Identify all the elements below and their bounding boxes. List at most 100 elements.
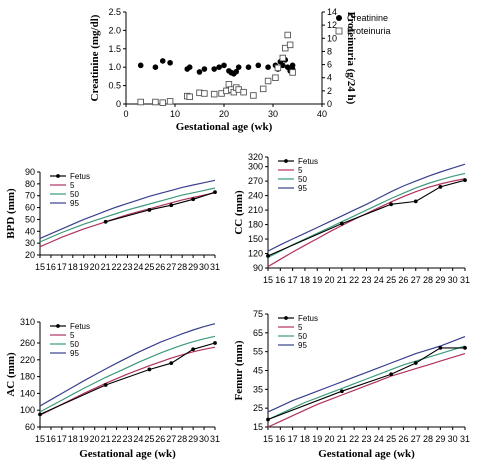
legend-marker-fetus: [56, 324, 60, 328]
y2-tick-label: 12: [327, 20, 337, 30]
y-tick-label: 320: [248, 152, 263, 162]
x-tick-label: 18: [300, 434, 310, 444]
fetus-point: [389, 372, 394, 377]
y-tick-label: 100: [20, 405, 35, 415]
series-line-p95: [39, 323, 216, 407]
fetus-point: [266, 417, 270, 422]
y-tick-label: 25: [253, 403, 263, 413]
x-tick-label: 30: [199, 262, 209, 272]
x-axis-title: Gestational age (wk): [79, 448, 176, 460]
x-tick-label: 18: [68, 262, 78, 272]
legend-label-p5: 5: [70, 331, 75, 340]
fetus-point: [147, 208, 152, 212]
proteinuria-point: [259, 85, 267, 93]
x-tick-label: 20: [90, 262, 100, 272]
y2-tick-label: 0: [327, 99, 332, 109]
y-tick-label: 180: [248, 220, 263, 230]
panel-bpd: 15 16 17 18 19 20 21 22 23 24 25 26 27 28 29 30 31203040…: [5, 167, 220, 272]
x-tick-label: 23: [122, 434, 132, 444]
legend-label-fetus: Fetus: [70, 172, 90, 181]
y-tick-label: 70: [25, 191, 35, 201]
y-tick-label: 2.5: [108, 7, 121, 17]
x-tick-label: 28: [423, 275, 433, 285]
y-tick-label: 55: [253, 347, 263, 357]
x-tick-label: 16: [46, 434, 56, 444]
x-tick-label: 40: [317, 109, 327, 119]
x-tick-label: 16: [46, 262, 56, 272]
x-tick-label: 26: [398, 275, 408, 285]
legend-label-fetus: Fetus: [298, 157, 318, 166]
proteinuria-point: [225, 81, 233, 88]
x-tick-label: 19: [312, 275, 322, 285]
x-tick-label: 29: [435, 275, 445, 285]
x-tick-label: 22: [349, 434, 359, 444]
fetus-point: [169, 361, 174, 366]
y-axis-title: AC (mm): [5, 352, 17, 397]
x-tick-label: 23: [361, 275, 371, 285]
x-tick-label: 15: [263, 275, 273, 285]
x-tick-label: 18: [300, 275, 310, 285]
y-tick-label: 60: [25, 203, 35, 213]
legend-marker-fetus: [284, 159, 288, 163]
y-tick-label: 240: [248, 191, 263, 201]
y2-axis-title: Proteinuria (g/24 h): [345, 12, 357, 105]
x-tick-label: 30: [268, 109, 278, 119]
proteinuria-point: [286, 41, 294, 49]
proteinuria-point: [289, 69, 296, 76]
proteinuria-point: [274, 64, 282, 72]
y-tick-label: 80: [25, 179, 35, 189]
fetus-point: [413, 361, 418, 365]
series-line-p50: [267, 172, 466, 258]
y-tick-label: 120: [248, 249, 263, 259]
x-tick-label: 29: [188, 434, 198, 444]
x-tick-label: 15: [263, 434, 273, 444]
x-tick-label: 31: [210, 262, 220, 272]
x-tick-label: 21: [101, 262, 111, 272]
panel-ac: 15 16 17 18 19 20 21 22 23 24 25 26 27 28 29 30 31 60 100 1…: [5, 317, 220, 460]
x-tick-label: 25: [144, 262, 154, 272]
y-tick-label: 180: [20, 372, 35, 382]
x-tick-label: 30: [199, 434, 209, 444]
x-tick-label: 26: [155, 262, 165, 272]
panel-femur: 15 16 17 18 19 20 21 22 23 24 25 26 27 28 29 30 31152535…: [233, 309, 470, 460]
y-axis-title: Femur (mm): [233, 340, 245, 400]
proteinuria-point: [210, 90, 218, 98]
creatinine-point: [186, 64, 193, 70]
legend-marker-fetus: [56, 174, 60, 178]
series-line-p50: [267, 345, 466, 421]
x-tick-label: 22: [112, 434, 122, 444]
legend-marker-creatinine: [336, 15, 342, 21]
x-tick-label: 21: [337, 275, 347, 285]
x-tick-label: 17: [57, 434, 67, 444]
y-tick-label: 15: [253, 422, 263, 432]
fetus-point: [463, 178, 467, 183]
x-tick-label: 27: [166, 434, 176, 444]
series-line-p50: [39, 187, 216, 243]
creatinine-point: [245, 64, 252, 70]
proteinuria-point: [250, 92, 257, 99]
series-line-fetus: [267, 179, 466, 257]
proteinuria-point: [240, 88, 247, 96]
legend-label-p50: 50: [70, 190, 79, 199]
x-tick-label: 28: [177, 434, 187, 444]
x-tick-label: 26: [155, 434, 165, 444]
y2-tick-label: 4: [327, 73, 332, 83]
creatinine-point: [221, 62, 227, 69]
proteinuria-point: [137, 98, 144, 106]
x-tick-label: 10: [170, 109, 180, 119]
x-tick-label: 16: [275, 275, 285, 285]
series-line-p95: [39, 179, 216, 239]
legend-label-fetus: Fetus: [70, 322, 90, 331]
x-tick-label: 15: [35, 434, 45, 444]
legend-label-p5: 5: [298, 166, 303, 175]
x-tick-label: 25: [144, 434, 154, 444]
creatinine-point: [255, 62, 262, 69]
x-tick-label: 31: [210, 434, 220, 444]
y-axis-title: Creatinine (mg/dl): [89, 14, 101, 101]
legend-label-p95: 95: [70, 199, 79, 208]
creatinine-point: [233, 68, 240, 75]
x-tick-label: 24: [133, 262, 143, 272]
y2-tick-label: 6: [327, 60, 332, 70]
legend-label-p95: 95: [298, 341, 307, 350]
